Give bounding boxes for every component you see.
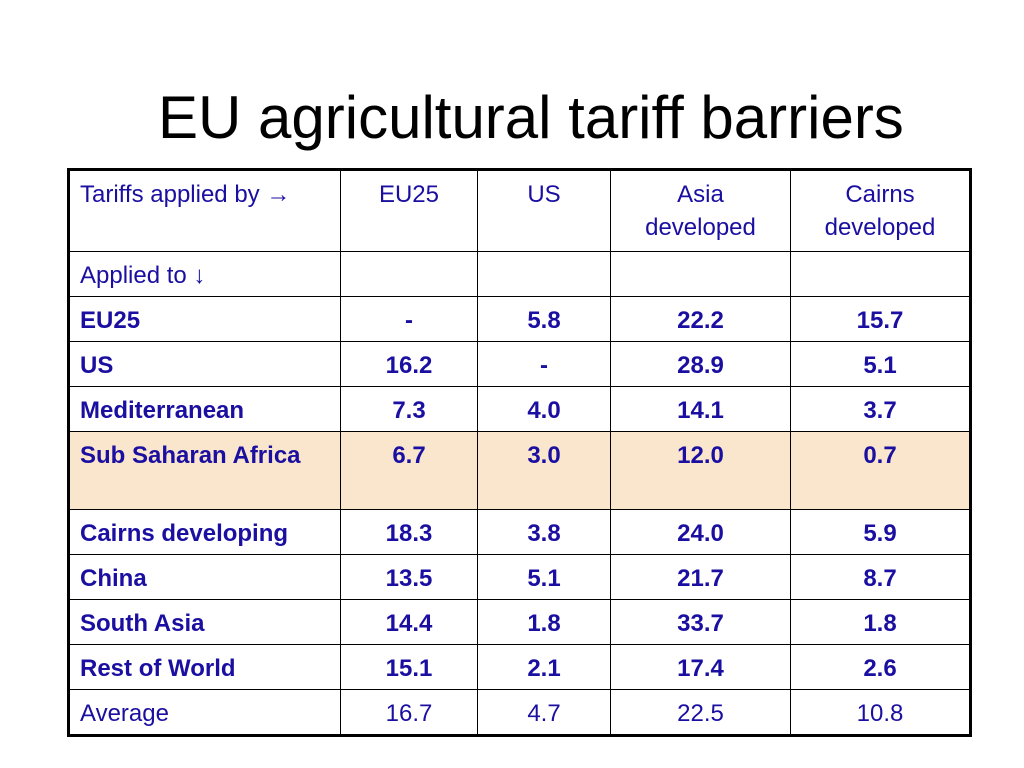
tariff-value: 17.4 — [610, 644, 791, 690]
tariff-value: 28.9 — [610, 341, 791, 387]
tariff-table: Tariffs applied by → EU25 US Asia develo… — [67, 168, 972, 737]
average-row: Average 16.7 4.7 22.5 10.8 — [68, 689, 971, 736]
table-row: Rest of World 15.1 2.1 17.4 2.6 — [68, 644, 971, 690]
tariff-value: 3.7 — [790, 386, 971, 432]
tariff-value: 7.3 — [340, 386, 478, 432]
tariff-value: 1.8 — [790, 599, 971, 645]
average-value: 22.5 — [610, 689, 791, 736]
table-row: Mediterranean 7.3 4.0 14.1 3.7 — [68, 386, 971, 432]
tariff-value: 21.7 — [610, 554, 791, 600]
region-label: South Asia — [68, 599, 341, 645]
tariff-value: 13.5 — [340, 554, 478, 600]
tariff-value: 15.1 — [340, 644, 478, 690]
tariff-value: 5.1 — [790, 341, 971, 387]
table-row: South Asia 14.4 1.8 33.7 1.8 — [68, 599, 971, 645]
table-row-highlighted: Sub Saharan Africa 6.7 3.0 12.0 0.7 — [68, 431, 971, 510]
empty-cell — [610, 251, 791, 297]
empty-cell — [477, 251, 611, 297]
tariff-value: 5.8 — [477, 296, 611, 342]
tariff-value: 33.7 — [610, 599, 791, 645]
tariff-value: 14.1 — [610, 386, 791, 432]
tariff-value: 3.0 — [477, 431, 611, 510]
table-row: Cairns developing 18.3 3.8 24.0 5.9 — [68, 509, 971, 555]
applied-by-label: Tariffs applied by → — [68, 169, 341, 252]
region-label: Mediterranean — [68, 386, 341, 432]
average-value: 4.7 — [477, 689, 611, 736]
table-row: China 13.5 5.1 21.7 8.7 — [68, 554, 971, 600]
column-header: US — [477, 169, 611, 252]
tariff-value: 0.7 — [790, 431, 971, 510]
table-header-row: Tariffs applied by → EU25 US Asia develo… — [68, 169, 971, 252]
tariff-value: 2.6 — [790, 644, 971, 690]
tariff-value: 5.9 — [790, 509, 971, 555]
tariff-value: 4.0 — [477, 386, 611, 432]
applied-to-row: Applied to ↓ — [68, 251, 971, 297]
tariff-value: - — [340, 296, 478, 342]
table-row: EU25 - 5.8 22.2 15.7 — [68, 296, 971, 342]
tariff-value: 22.2 — [610, 296, 791, 342]
region-label: Cairns developing — [68, 509, 341, 555]
tariff-value: 3.8 — [477, 509, 611, 555]
region-label: EU25 — [68, 296, 341, 342]
table-row: US 16.2 - 28.9 5.1 — [68, 341, 971, 387]
tariff-value: 8.7 — [790, 554, 971, 600]
tariff-value: 12.0 — [610, 431, 791, 510]
empty-cell — [790, 251, 971, 297]
average-value: 10.8 — [790, 689, 971, 736]
tariff-value: 5.1 — [477, 554, 611, 600]
region-label: Sub Saharan Africa — [68, 431, 341, 510]
average-label: Average — [68, 689, 341, 736]
region-label: China — [68, 554, 341, 600]
column-header: Asia developed — [610, 169, 791, 252]
region-label: US — [68, 341, 341, 387]
tariff-value: 24.0 — [610, 509, 791, 555]
column-header: EU25 — [340, 169, 478, 252]
applied-to-label: Applied to ↓ — [68, 251, 341, 297]
tariff-value: 6.7 — [340, 431, 478, 510]
tariff-value: 16.2 — [340, 341, 478, 387]
tariff-value: - — [477, 341, 611, 387]
slide-title: EU agricultural tariff barriers — [158, 84, 904, 151]
average-value: 16.7 — [340, 689, 478, 736]
tariff-value: 18.3 — [340, 509, 478, 555]
empty-cell — [340, 251, 478, 297]
tariff-value: 1.8 — [477, 599, 611, 645]
tariff-value: 15.7 — [790, 296, 971, 342]
region-label: Rest of World — [68, 644, 341, 690]
column-header: Cairns developed — [790, 169, 971, 252]
tariff-value: 14.4 — [340, 599, 478, 645]
tariff-value: 2.1 — [477, 644, 611, 690]
